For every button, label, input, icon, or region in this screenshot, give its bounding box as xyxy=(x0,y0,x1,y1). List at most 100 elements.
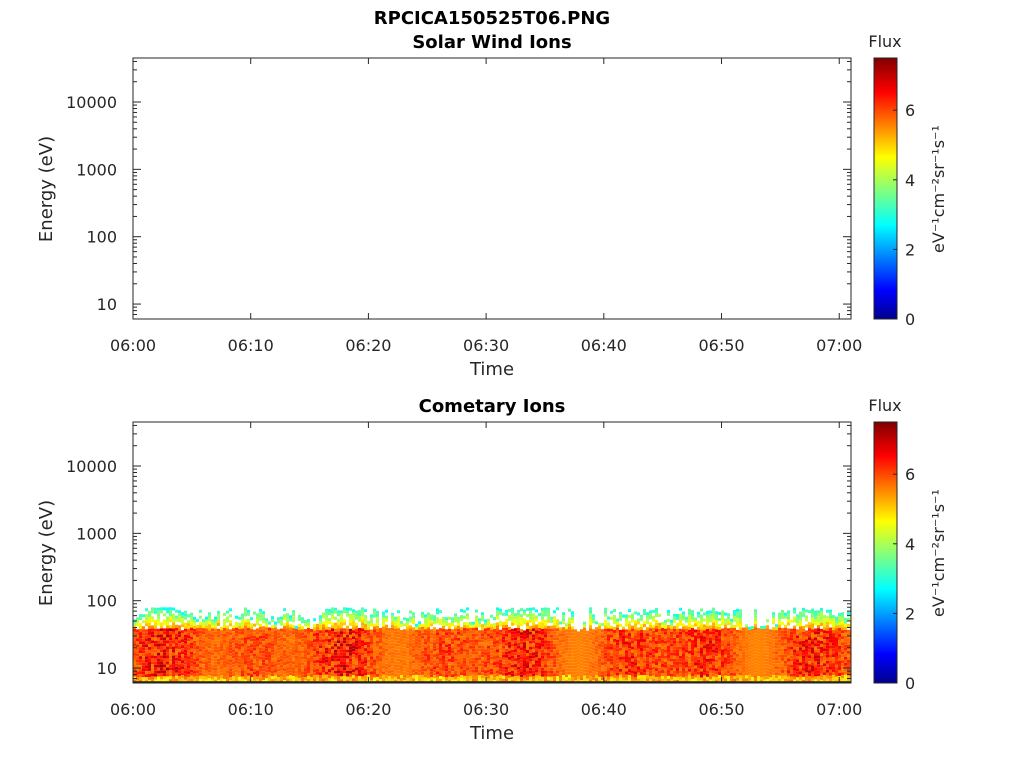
spectrogram-cell xyxy=(397,670,400,674)
spectrogram-cell xyxy=(340,625,343,629)
spectrogram-cell xyxy=(187,677,190,681)
spectrogram-cell xyxy=(169,628,172,632)
spectrogram-cell xyxy=(583,657,586,661)
spectrogram-cell xyxy=(388,661,391,665)
spectrogram-cell xyxy=(487,669,490,673)
spectrogram-cell xyxy=(508,617,511,621)
spectrogram-cell xyxy=(625,665,628,669)
spectrogram-cell xyxy=(580,644,583,648)
spectrogram-cell xyxy=(754,618,757,622)
spectrogram-cell xyxy=(520,638,523,642)
spectrogram-cell xyxy=(739,657,742,661)
spectrogram-cell xyxy=(754,663,757,667)
spectrogram-cell xyxy=(331,625,334,629)
spectrogram-cell xyxy=(700,620,703,624)
spectrogram-cell xyxy=(295,658,298,662)
spectrogram-cell xyxy=(319,657,322,661)
spectrogram-cell xyxy=(370,614,373,618)
spectrogram-cell xyxy=(484,622,487,626)
spectrogram-cell xyxy=(322,642,325,646)
spectrogram-cell xyxy=(496,676,499,680)
spectrogram-cell xyxy=(613,617,616,621)
spectrogram-cell xyxy=(427,651,430,655)
spectrogram-cell xyxy=(757,661,760,665)
spectrogram-cell xyxy=(220,636,223,640)
spectrogram-cell xyxy=(388,631,391,635)
spectrogram-cell xyxy=(451,677,454,681)
spectrogram-cell xyxy=(607,658,610,662)
spectrogram-cell xyxy=(361,628,364,632)
spectrogram-cell xyxy=(211,631,214,635)
spectrogram-cell xyxy=(700,614,703,618)
spectrogram-cell xyxy=(586,663,589,667)
spectrogram-cell xyxy=(436,629,439,633)
spectrogram-cell xyxy=(766,661,769,665)
spectrogram-cell xyxy=(520,644,523,648)
spectrogram-cell xyxy=(565,650,568,654)
spectrogram-cell xyxy=(520,671,523,675)
spectrogram-cell xyxy=(775,648,778,652)
spectrogram-cell xyxy=(667,609,670,613)
spectrogram-cell xyxy=(667,645,670,649)
spectrogram-cell xyxy=(286,661,289,665)
spectrogram-cell xyxy=(292,664,295,668)
spectrogram-cell xyxy=(154,673,157,677)
spectrogram-cell xyxy=(415,644,418,648)
spectrogram-cell xyxy=(496,655,499,659)
spectrogram-cell xyxy=(442,625,445,629)
spectrogram-cell xyxy=(607,631,610,635)
spectrogram-cell xyxy=(508,641,511,645)
spectrogram-cell xyxy=(598,649,601,653)
spectrogram-cell xyxy=(181,672,184,676)
spectrogram-cell xyxy=(475,609,478,613)
spectrogram-cell xyxy=(394,664,397,668)
spectrogram-cell xyxy=(673,673,676,677)
spectrogram-cell xyxy=(457,631,460,635)
spectrogram-cell xyxy=(133,655,136,659)
spectrogram-cell xyxy=(346,658,349,662)
spectrogram-cell xyxy=(355,643,358,647)
spectrogram-cell xyxy=(334,643,337,647)
spectrogram-cell xyxy=(727,679,730,683)
spectrogram-cell xyxy=(208,633,211,637)
spectrogram-cell xyxy=(280,655,283,659)
spectrogram-cell xyxy=(715,662,718,666)
spectrogram-cell xyxy=(559,675,562,679)
spectrogram-cell xyxy=(154,676,157,680)
spectrogram-cell xyxy=(691,616,694,620)
spectrogram-cell xyxy=(142,674,145,678)
spectrogram-cell xyxy=(568,626,571,630)
spectrogram-cell xyxy=(328,630,331,634)
spectrogram-cell xyxy=(277,632,280,636)
spectrogram-cell xyxy=(406,669,409,673)
spectrogram-cell xyxy=(304,620,307,624)
spectrogram-cell xyxy=(412,660,415,664)
spectrogram-cell xyxy=(187,656,190,660)
spectrogram-cell xyxy=(187,623,190,627)
spectrogram-cell xyxy=(388,652,391,656)
spectrogram-cell xyxy=(394,643,397,647)
spectrogram-cell xyxy=(766,670,769,674)
spectrogram-cell xyxy=(217,637,220,641)
spectrogram-cell xyxy=(775,663,778,667)
spectrogram-cell xyxy=(745,648,748,652)
spectrogram-cell xyxy=(631,679,634,683)
spectrogram-cell xyxy=(514,670,517,674)
spectrogram-cell xyxy=(376,613,379,617)
spectrogram-cell xyxy=(217,619,220,623)
spectrogram-cell xyxy=(205,655,208,659)
spectrogram-cell xyxy=(292,634,295,638)
spectrogram-cell xyxy=(334,628,337,632)
spectrogram-cell xyxy=(265,624,268,628)
spectrogram-cell xyxy=(703,657,706,661)
spectrogram-cell xyxy=(337,637,340,641)
spectrogram-cell xyxy=(670,655,673,659)
spectrogram-cell xyxy=(637,621,640,625)
spectrogram-cell xyxy=(580,629,583,633)
spectrogram-cell xyxy=(136,656,139,660)
spectrogram-cell xyxy=(193,637,196,641)
spectrogram-cell xyxy=(289,642,292,646)
spectrogram-cell xyxy=(670,631,673,635)
spectrogram-cell xyxy=(520,608,523,612)
spectrogram-cell xyxy=(430,650,433,654)
